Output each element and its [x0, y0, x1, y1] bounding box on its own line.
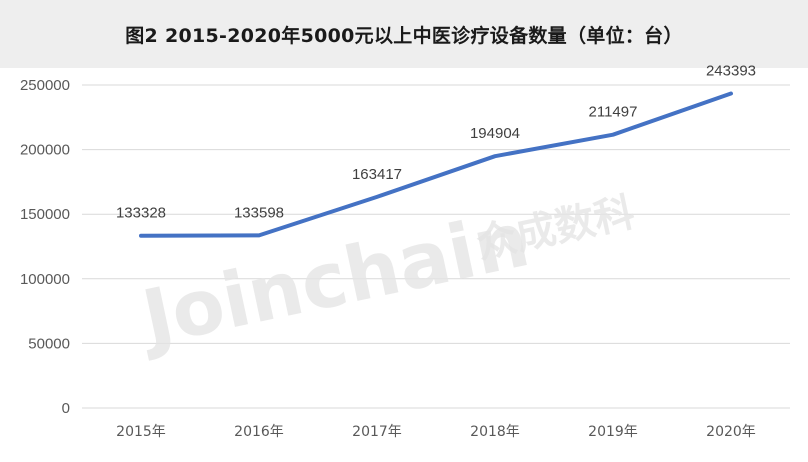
x-tick-label: 2015年 [116, 424, 166, 440]
data-labels: 133328 133598 163417 194904 211497 243393 [116, 63, 756, 222]
data-label: 194904 [470, 125, 520, 142]
x-tick-label: 2020年 [706, 424, 756, 440]
data-label: 133598 [234, 204, 284, 221]
x-tick-label: 2019年 [588, 424, 638, 440]
data-label: 163417 [352, 166, 402, 183]
x-tick-label: 2018年 [470, 424, 520, 440]
y-tick-label: 200000 [20, 142, 70, 159]
x-tick-label: 2016年 [234, 424, 284, 440]
y-tick-label: 50000 [28, 335, 70, 352]
x-tick-label: 2017年 [352, 424, 402, 440]
chart-title: 图2 2015-2020年5000元以上中医诊疗设备数量（单位：台） [125, 24, 683, 47]
y-tick-label: 150000 [20, 206, 70, 223]
series-line-path [139, 91, 733, 238]
y-axis-ticks: 0 50000 100000 150000 200000 250000 [20, 77, 70, 417]
x-axis-ticks: 2015年 2016年 2017年 2018年 2019年 2020年 [116, 424, 756, 440]
series-line [139, 91, 733, 238]
watermark-latin-text: Joinchain [130, 194, 536, 363]
y-tick-label: 250000 [20, 77, 70, 94]
data-label: 211497 [589, 104, 638, 121]
title-bar: 图2 2015-2020年5000元以上中医诊疗设备数量（单位：台） [0, 0, 808, 68]
data-label: 243393 [706, 63, 756, 80]
y-tick-label: 0 [62, 400, 70, 417]
gridlines [82, 84, 790, 409]
watermark: Joinchain 众成数科 [130, 190, 638, 364]
data-label: 133328 [116, 205, 166, 222]
y-tick-label: 100000 [20, 271, 70, 288]
